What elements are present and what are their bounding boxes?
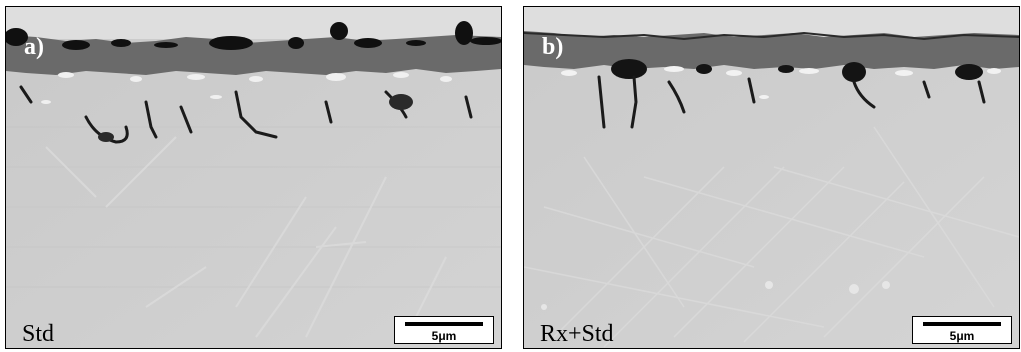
scale-bar-label: 5μm	[431, 329, 457, 343]
scale-bar-box: 5μm	[912, 316, 1012, 344]
panel-label-b: b)	[542, 34, 564, 60]
sem-image-rx-std	[524, 7, 1019, 348]
scale-bar-box: 5μm	[394, 316, 494, 344]
micrograph-panel-b: b) Rx+Std 5μm	[523, 6, 1020, 349]
sample-label-std: Std	[22, 321, 55, 347]
sem-image-std	[6, 7, 501, 348]
scale-bar-line	[923, 322, 1001, 326]
scale-bar-label: 5μm	[949, 329, 975, 343]
micrograph-panel-a: a) Std 5μm	[5, 6, 502, 349]
panel-label-a: a)	[24, 34, 44, 60]
sample-label-rx-std: Rx+Std	[540, 321, 614, 347]
scale-bar-line	[405, 322, 483, 326]
